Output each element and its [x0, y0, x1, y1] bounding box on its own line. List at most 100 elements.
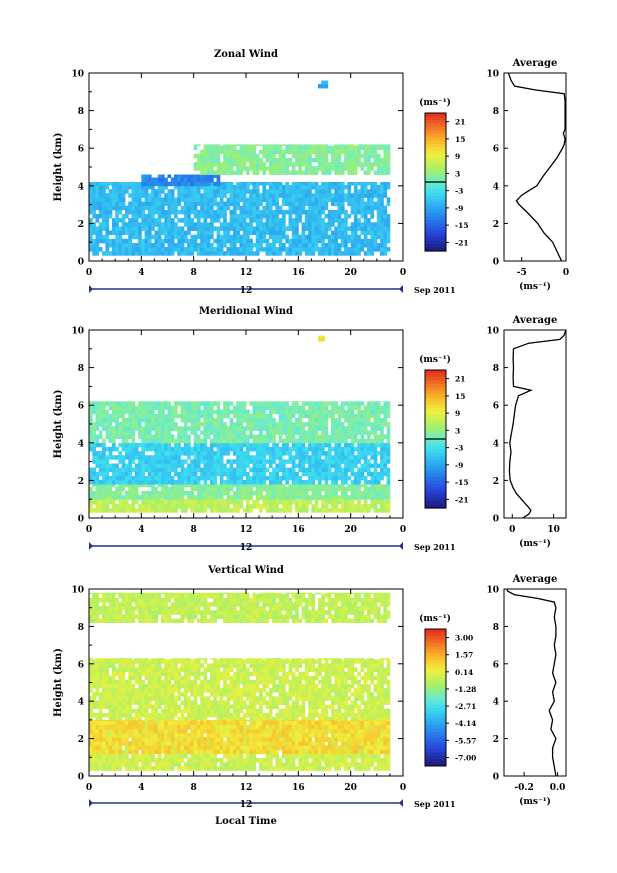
heatmap-cell	[347, 484, 352, 488]
heatmap-cell	[161, 197, 165, 202]
heatmap-cell	[272, 149, 276, 155]
heatmap-cell	[223, 222, 227, 227]
heatmap-cell	[357, 158, 361, 163]
heatmap-cell	[213, 149, 217, 155]
heatmap-cell	[311, 499, 316, 501]
heatmap-cell	[134, 189, 139, 194]
heatmap-cell	[232, 214, 237, 219]
heatmap-cell	[121, 495, 126, 500]
heatmap-cell	[252, 149, 257, 155]
heatmap-cell	[89, 475, 93, 481]
heatmap-cell	[174, 455, 178, 460]
heatmap-cell	[262, 480, 267, 485]
heatmap-cell	[373, 201, 378, 207]
heatmap-cell	[347, 409, 352, 415]
heatmap-cell	[213, 490, 217, 496]
heatmap-cell	[190, 484, 195, 488]
heatmap-cell	[327, 484, 332, 488]
heatmap-cell	[121, 467, 126, 473]
heatmap-cell	[98, 486, 103, 492]
heatmap-cell	[206, 430, 211, 435]
heatmap-cell	[200, 413, 204, 419]
heatmap-cell	[154, 430, 159, 435]
heatmap-cell	[111, 712, 116, 718]
heatmap-cell	[154, 451, 159, 456]
heatmap-cell	[200, 243, 204, 248]
heatmap-cell	[210, 222, 214, 227]
heatmap-cell	[187, 500, 191, 505]
y-tick-label: 2	[78, 477, 84, 487]
heatmap-cell	[357, 484, 361, 488]
heatmap-cell	[128, 243, 132, 248]
heatmap-cell	[242, 218, 247, 223]
heatmap-cell	[89, 243, 93, 248]
heatmap-cell	[314, 153, 319, 159]
heatmap-cell	[275, 499, 280, 501]
heatmap-cell	[367, 197, 371, 202]
heatmap-cell	[128, 696, 132, 701]
heatmap-cell	[154, 230, 159, 235]
heatmap-cell	[268, 247, 273, 252]
heatmap-cell	[259, 486, 263, 492]
heatmap-cell	[370, 475, 374, 481]
heatmap-cell	[200, 177, 204, 182]
heatmap-cell	[376, 158, 381, 163]
heatmap-cell	[311, 185, 316, 190]
heatmap-cell	[255, 205, 260, 211]
heatmap-cell	[108, 762, 113, 767]
heatmap-cell	[304, 243, 309, 248]
heatmap-cell	[98, 238, 103, 244]
heatmap-cell	[259, 149, 263, 155]
heatmap-cell	[164, 499, 168, 501]
heatmap-cell	[383, 205, 388, 211]
heatmap-cell	[311, 145, 316, 151]
heatmap-cell	[311, 170, 316, 175]
heatmap-cell	[376, 214, 381, 219]
heatmap-cell	[125, 409, 129, 415]
heatmap-cell	[347, 426, 352, 431]
heatmap-cell	[134, 495, 139, 500]
heatmap-cell	[350, 459, 355, 464]
heatmap-cell	[115, 201, 119, 207]
heatmap-cell	[102, 490, 106, 496]
heatmap-cell	[177, 238, 181, 244]
heatmap-cell	[170, 459, 175, 464]
heatmap-cell	[108, 733, 113, 738]
heatmap-cell	[89, 486, 93, 492]
heatmap-cell	[252, 463, 257, 468]
heatmap-cell	[105, 243, 110, 248]
heatmap-cell	[105, 733, 110, 738]
heatmap-cell	[229, 185, 234, 190]
heatmap-cell	[92, 753, 96, 759]
heatmap-cell	[295, 149, 299, 155]
heatmap-cell	[291, 484, 296, 488]
heatmap-cell	[147, 197, 152, 202]
heatmap-cell	[219, 197, 224, 202]
heatmap-cells	[89, 80, 391, 256]
heatmap-cell	[288, 484, 293, 488]
heatmap-cell	[154, 413, 159, 419]
heatmap-cell	[291, 475, 296, 481]
heatmap-cell	[259, 495, 263, 500]
heatmap-cell	[223, 401, 227, 406]
heatmap-cell	[134, 446, 139, 452]
x-tick-label: 12	[240, 268, 253, 278]
x-tick-label: 20	[344, 268, 357, 278]
heatmap-cell	[370, 182, 374, 186]
heatmap-cell	[259, 197, 263, 202]
heatmap-cell	[128, 700, 132, 705]
heatmap-cell	[246, 499, 250, 501]
heatmap-cell	[170, 247, 175, 252]
heatmap-cell	[340, 434, 345, 439]
heatmap-cell	[111, 766, 116, 771]
heatmap-cell	[154, 442, 159, 448]
heatmap-cell	[115, 499, 119, 501]
heatmap-cell	[121, 218, 126, 223]
heatmap-cell	[164, 185, 168, 190]
heatmap-cell	[304, 234, 309, 240]
colorbar-swatch	[425, 168, 446, 173]
heatmap-cell	[190, 193, 195, 198]
heatmap-cell	[206, 459, 211, 464]
heatmap-cell	[324, 205, 329, 211]
heatmap-cell	[331, 251, 335, 256]
